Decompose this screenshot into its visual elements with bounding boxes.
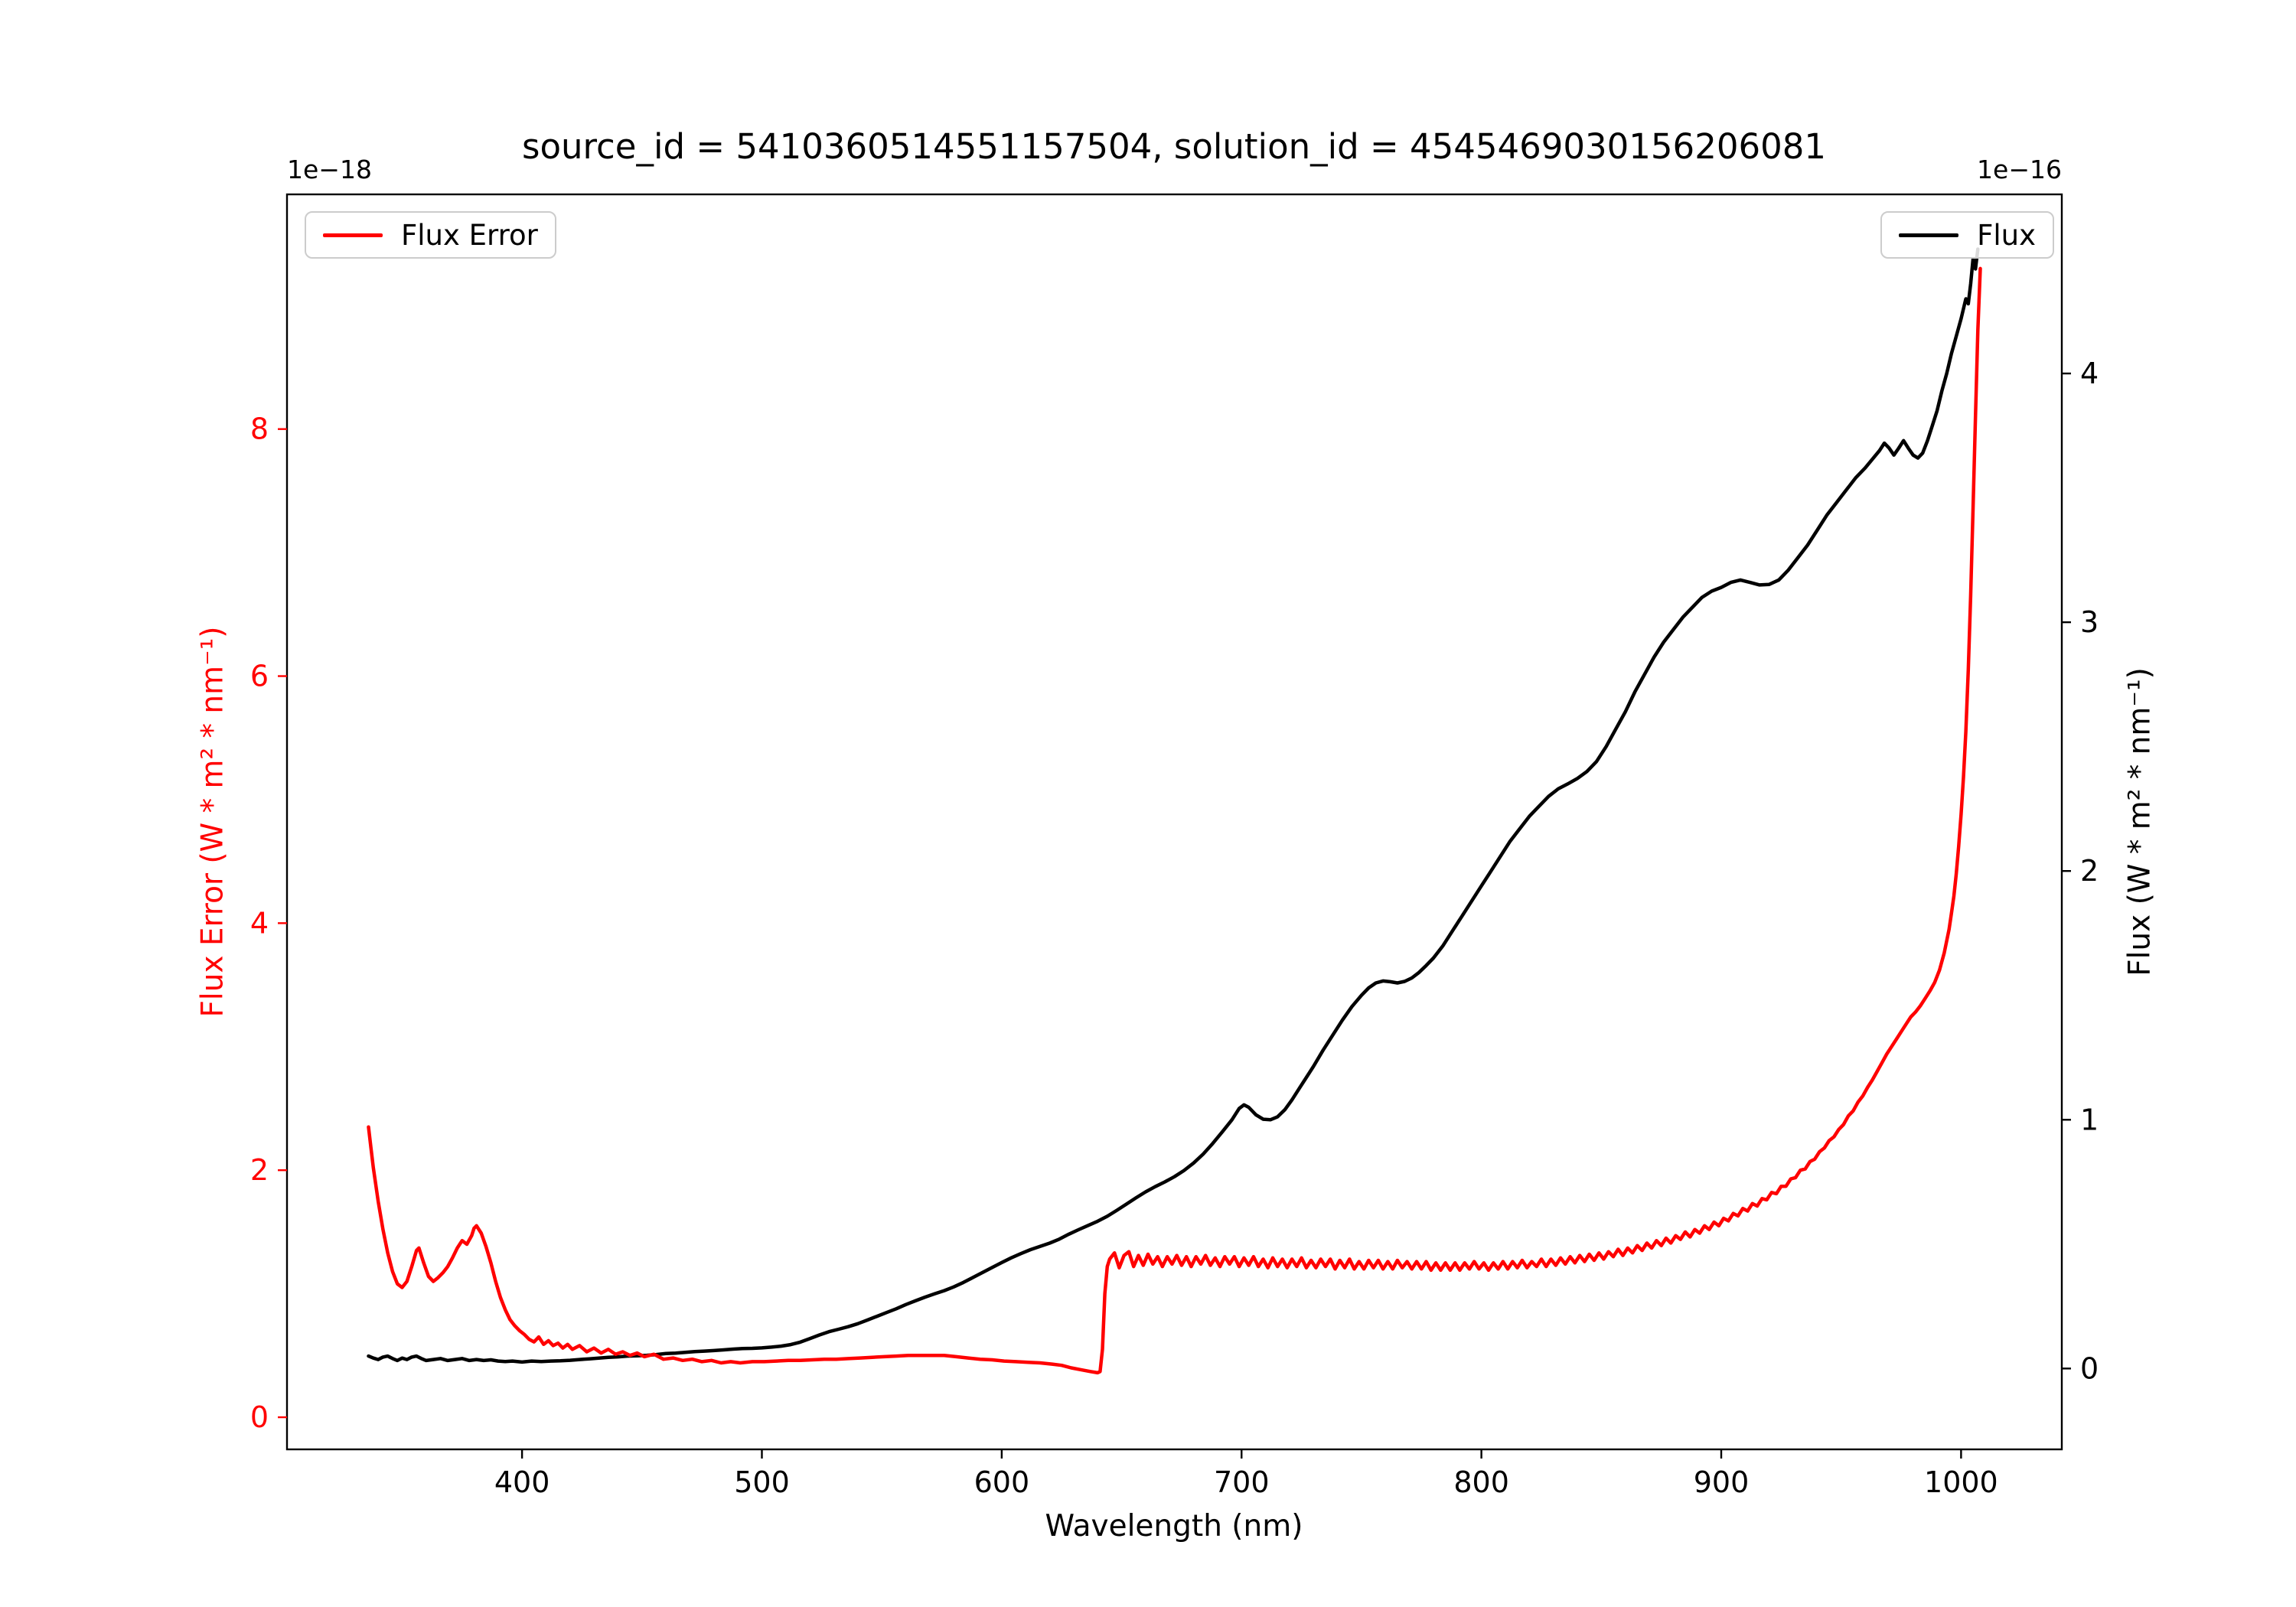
x-tick-label-500: 500 xyxy=(734,1465,790,1499)
flux-legend-line-sample xyxy=(1899,233,1959,237)
left-tick-label-2: 2 xyxy=(250,1153,269,1187)
flux-error-legend-line-sample xyxy=(323,233,383,237)
left-tick-label-6: 6 xyxy=(250,660,269,693)
x-tick-label-700: 700 xyxy=(1214,1465,1270,1499)
legend-flux-error: Flux Error xyxy=(305,211,556,259)
series-line-flux xyxy=(367,247,1980,1364)
x-tick-label-1000: 1000 xyxy=(1924,1465,1998,1499)
right-tick-label-0: 0 xyxy=(2080,1351,2099,1385)
x-tick-label-600: 600 xyxy=(974,1465,1030,1499)
x-axis-label: Wavelength (nm) xyxy=(1045,1509,1303,1543)
right-tick-label-4: 4 xyxy=(2080,357,2099,390)
left-axis-offset-text: 1e−18 xyxy=(287,155,372,184)
flux-legend-label: Flux xyxy=(1977,218,2036,252)
left-tick-label-4: 4 xyxy=(250,906,269,940)
x-tick-label-900: 900 xyxy=(1694,1465,1750,1499)
right-tick-label-1: 1 xyxy=(2080,1103,2099,1136)
left-tick-label-0: 0 xyxy=(250,1400,269,1434)
plot-frame xyxy=(285,193,2063,1451)
x-tick-label-400: 400 xyxy=(494,1465,550,1499)
series-line-flux-error xyxy=(367,266,1982,1375)
chart-title: source_id = 5410360514551157504, solutio… xyxy=(522,126,1826,167)
right-tick-label-2: 2 xyxy=(2080,854,2099,888)
right-y-axis-label: Flux (W * m² * nm⁻¹) xyxy=(2122,667,2157,976)
right-tick-label-3: 3 xyxy=(2080,605,2099,639)
left-tick-label-8: 8 xyxy=(250,412,269,446)
legend-flux: Flux xyxy=(1880,211,2054,259)
right-axis-offset-text: 1e−16 xyxy=(1977,155,2062,184)
x-tick-label-800: 800 xyxy=(1453,1465,1509,1499)
left-y-axis-label: Flux Error (W * m² * nm⁻¹) xyxy=(195,626,230,1018)
flux-error-legend-label: Flux Error xyxy=(401,218,538,252)
